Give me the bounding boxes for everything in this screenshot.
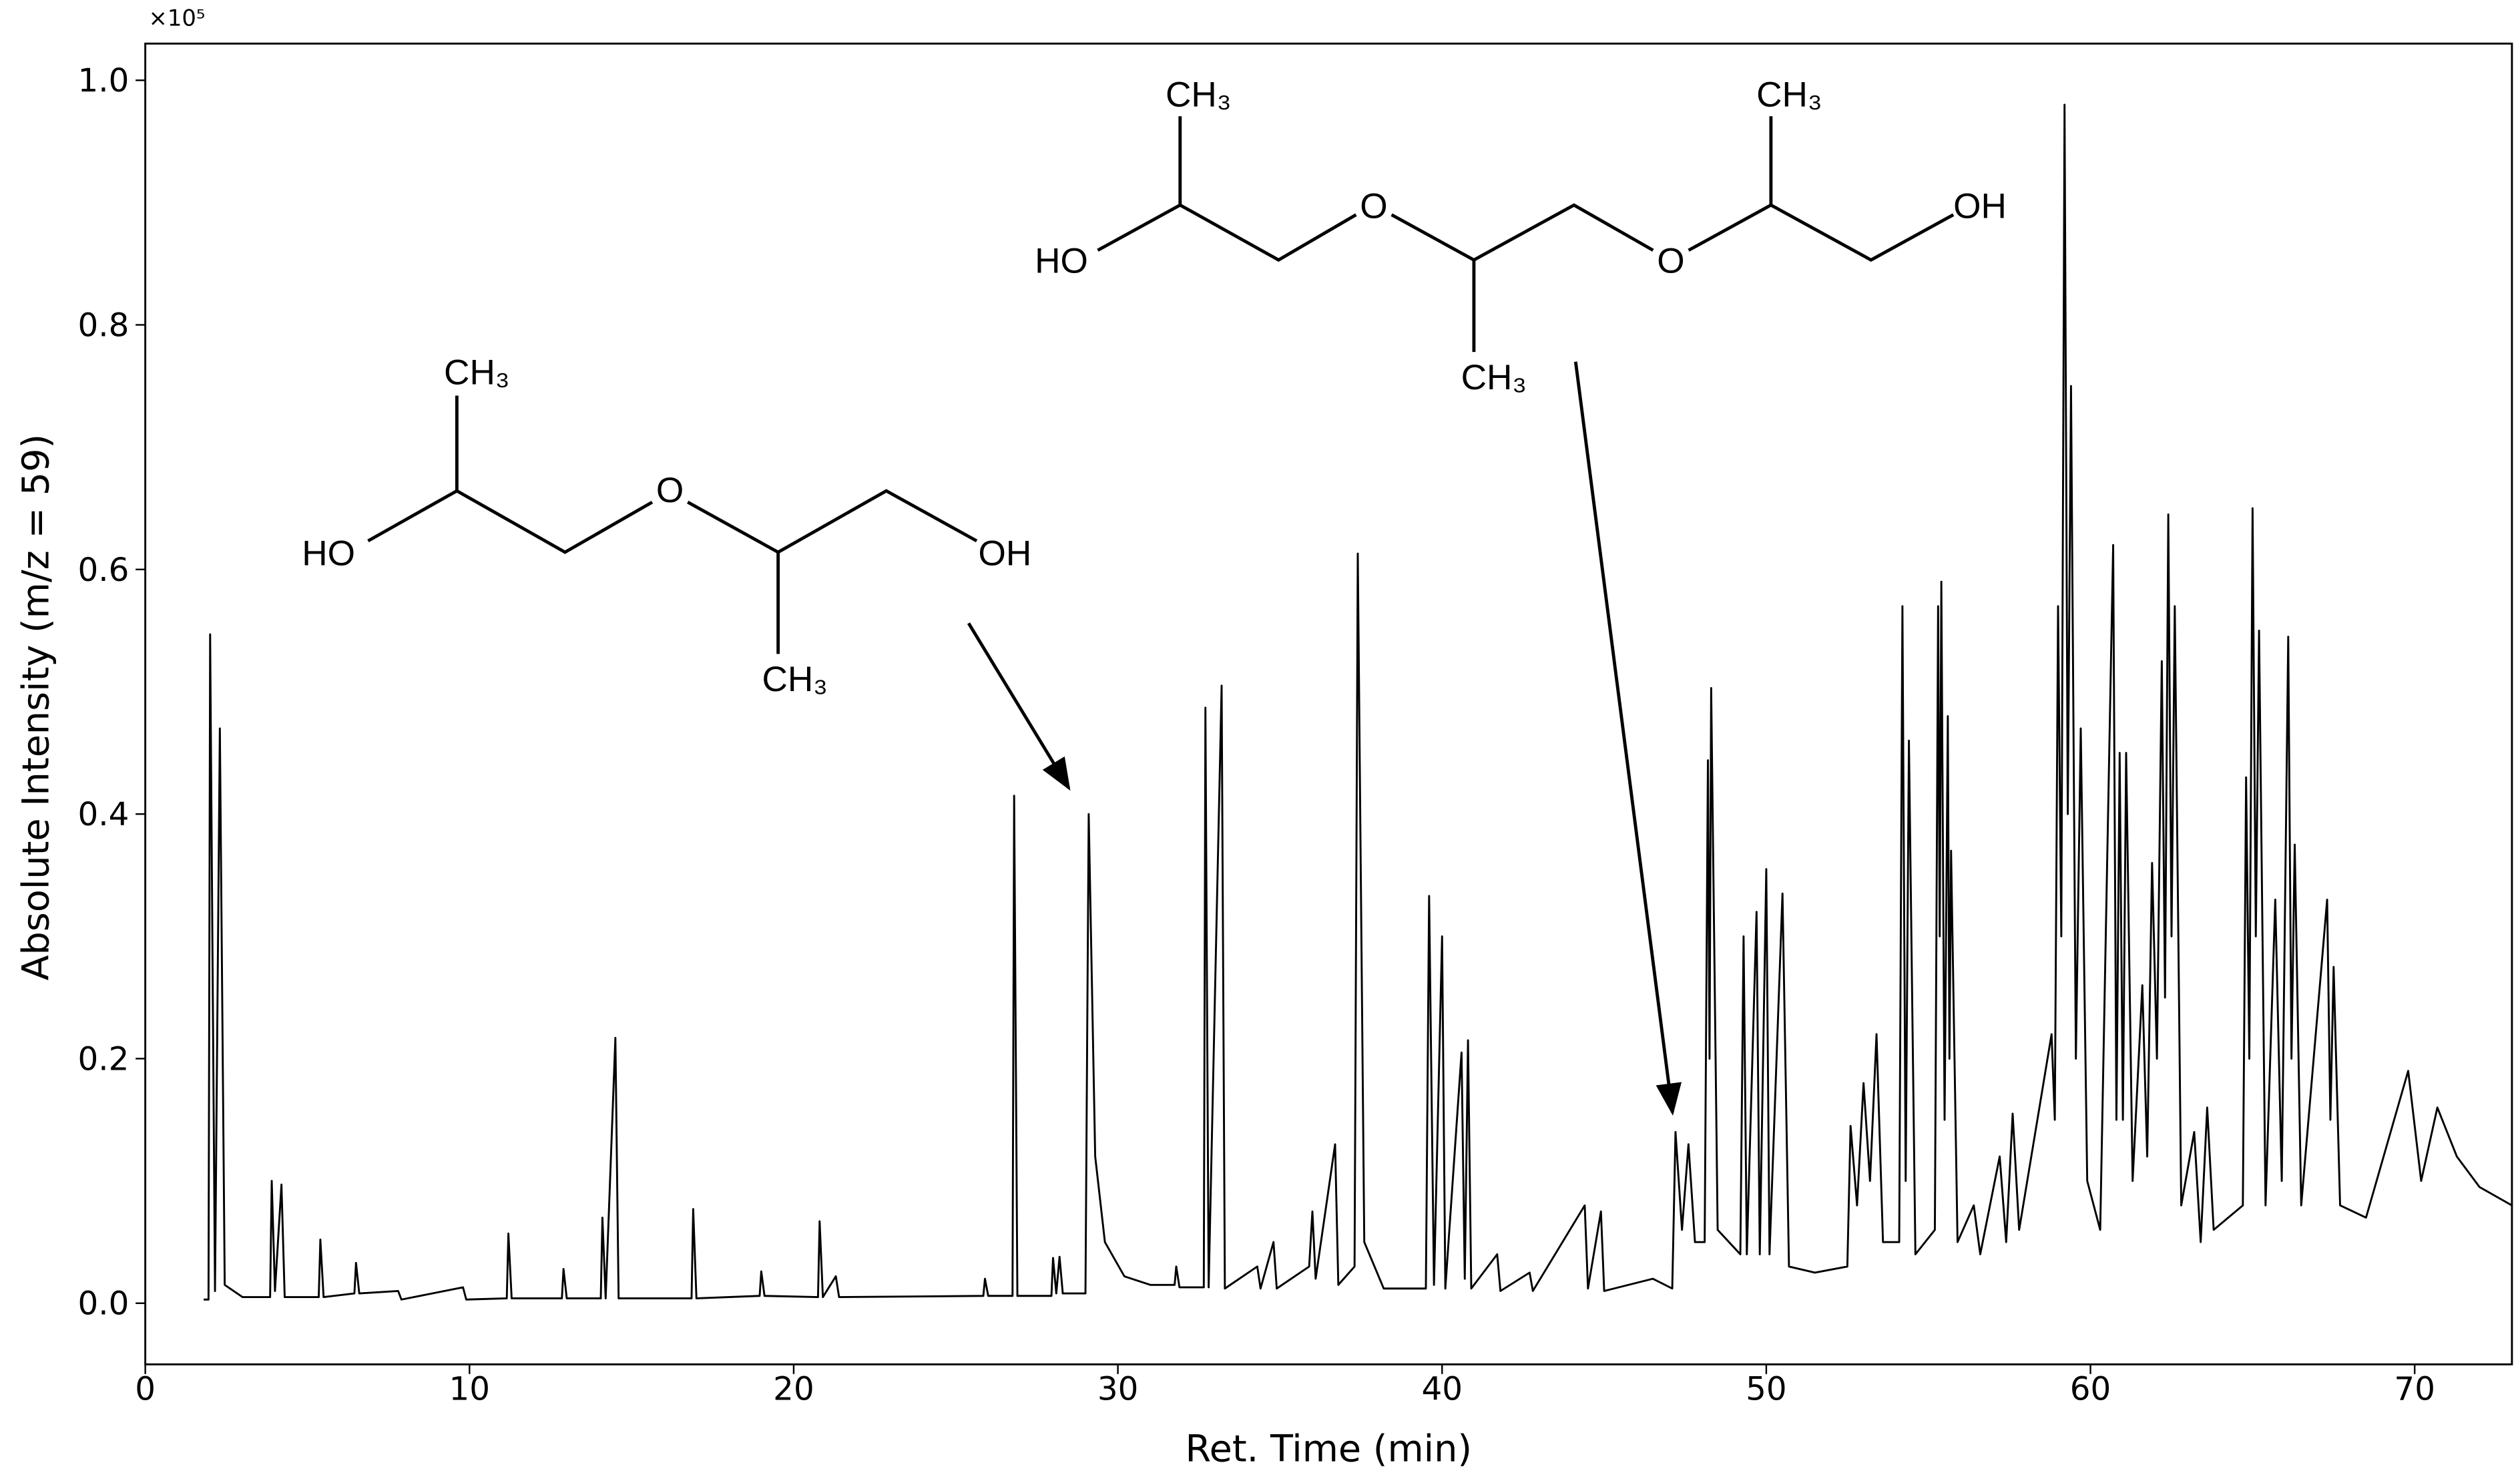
x-tick-label: 10 [449,1371,491,1408]
x-tick-label: 30 [1097,1371,1139,1408]
x-tick-label: 0 [135,1371,156,1408]
atom-label: CH₃ [1461,358,1527,397]
atom-label: O [1360,186,1387,226]
x-axis-label: Ret. Time (min) [1185,1427,1472,1470]
bond [687,489,978,554]
x-tick-label: 20 [773,1371,814,1408]
x-tick-label: 50 [1746,1371,1787,1408]
atom-label: HO [1035,242,1088,281]
atom-label: CH₃ [1166,75,1231,115]
y-tick-label: 0.6 [78,552,130,589]
structure: CH₃ HO O O OH CH₃ CH₃ [1035,75,2007,1116]
bond [1391,203,1654,262]
x-tick-label: 40 [1421,1371,1463,1408]
structure: CH₃ HO O OH CH₃ [302,353,1071,791]
atom-label: CH₃ [1756,75,1822,115]
atom-label: O [1657,242,1684,281]
y-tick-label: 1.0 [78,62,130,99]
atom-label: O [656,471,684,510]
arrow [967,622,1071,791]
x-tick-label: 60 [2070,1371,2111,1408]
bond [1688,203,1955,262]
y-tick-label: 0.4 [78,796,130,833]
atom-label: CH₃ [444,353,509,393]
atom-label: CH₃ [762,660,827,699]
bond [1097,203,1357,262]
y-axis-label: Absolute Intensity (m/z = 59) [15,434,58,981]
plot-frame [144,42,2513,1365]
atom-label: HO [302,534,355,573]
atom-label: OH [1953,186,2007,226]
chromatogram-line [204,103,2513,1301]
arrow [1573,361,1682,1116]
y-tick-label: 0.2 [78,1040,130,1078]
y-offset-label: ×10⁵ [148,5,205,31]
atom-label: OH [979,534,1032,573]
y-tick-label: 0.8 [78,306,130,344]
bond [367,489,654,554]
x-tick-label: 70 [2394,1371,2435,1408]
y-tick-label: 0.0 [78,1285,130,1323]
